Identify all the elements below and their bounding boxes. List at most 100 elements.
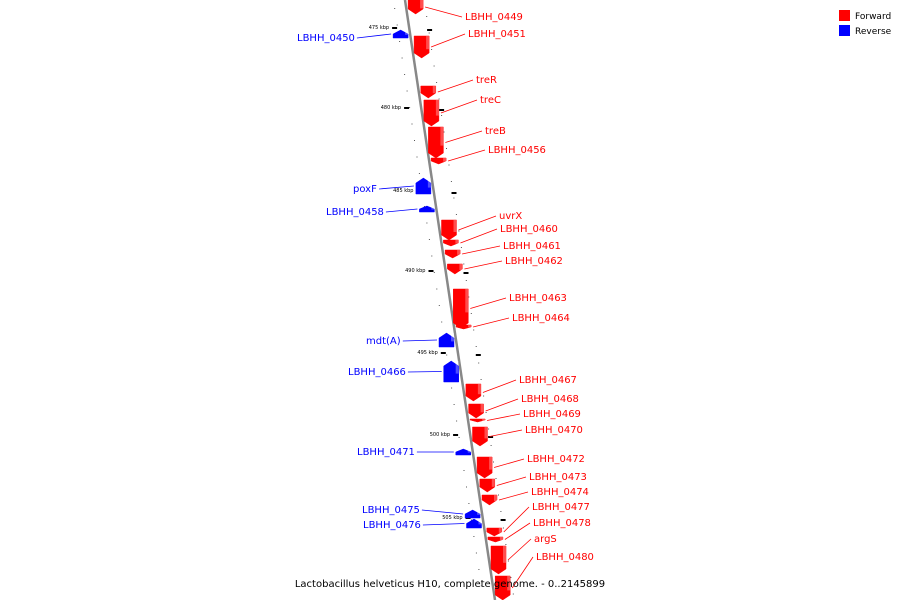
gene-highlight	[491, 479, 495, 487]
minor-tick	[428, 239, 430, 240]
minor-tick	[458, 437, 460, 438]
tick-label: 485 kbp	[393, 188, 413, 194]
gene-label: LBHH_0451	[468, 29, 526, 40]
gene-label: LBHH_0478	[533, 518, 591, 529]
gene-highlight	[494, 495, 497, 501]
gene-highlight	[489, 457, 493, 470]
gene-arrow-lbhh-0458	[419, 205, 435, 213]
minor-tick	[401, 57, 403, 59]
minor-tick	[451, 387, 453, 389]
minor-tick	[438, 98, 440, 100]
tick-label: 475 kbp	[369, 25, 389, 31]
gene-label: treC	[480, 95, 501, 106]
tick-mark	[440, 352, 446, 354]
gene-label: LBHH_0476	[363, 520, 421, 531]
gene-label: LBHH_0475	[362, 505, 420, 516]
minor-tick	[478, 362, 480, 364]
gene-highlight	[440, 127, 444, 146]
minor-tick	[505, 544, 507, 545]
gene-leader-line	[462, 245, 501, 255]
tick-label: 505 kbp	[442, 515, 462, 521]
minor-tick	[399, 41, 401, 42]
gene-highlight	[480, 404, 484, 413]
minor-tick	[512, 593, 514, 595]
gene-label: LBHH_0449	[465, 12, 523, 23]
gene-arrow-lbhh-0464	[455, 324, 472, 330]
tick-mark	[427, 29, 433, 31]
gene-highlight	[507, 576, 511, 591]
minor-tick	[443, 131, 445, 133]
gene-highlight	[499, 537, 503, 540]
gene-arrow-treb	[428, 126, 444, 159]
gene-arrow-lbhh-0461	[444, 249, 461, 259]
minor-tick	[463, 263, 465, 265]
minor-tick	[465, 280, 467, 281]
minor-tick	[460, 247, 462, 248]
gene-highlight	[453, 220, 457, 232]
genome-caption: Lactobacillus helveticus H10, complete g…	[295, 579, 605, 590]
tick-mark	[392, 27, 398, 29]
legend-swatch-forward	[839, 10, 850, 21]
gene-highlight	[503, 546, 506, 563]
gene-arrow-lbhh-0460	[443, 239, 459, 247]
legend-label-forward: Forward	[855, 12, 891, 22]
gene-leader-line	[421, 509, 464, 515]
minor-tick	[448, 164, 450, 166]
gene-arrow-lbhh-0466	[443, 360, 459, 383]
gene-highlight	[431, 206, 435, 210]
gene-label: LBHH_0466	[348, 367, 406, 378]
minor-tick	[396, 24, 398, 26]
gene-label: argS	[534, 534, 557, 545]
gene-leader-line	[458, 215, 497, 231]
gene-label: LBHH_0471	[357, 447, 415, 458]
gene-labels: LBHH_0449 LBHH_0450 LBHH_0451 treR treC treB L…	[297, 6, 594, 589]
gene-arrow-lbhh-0449	[407, 0, 424, 15]
gene-arrow-lbhh-0470	[472, 426, 488, 447]
gene-arrow-lbhh-0474	[481, 494, 498, 506]
gene-arrow-lbhh-0473	[479, 478, 496, 493]
minor-tick	[502, 527, 504, 529]
gene-highlight	[427, 178, 431, 188]
gene-arrow-lbhh-0471	[455, 448, 472, 456]
gene-arrow-lbhh-0477	[486, 527, 503, 537]
minor-tick	[418, 173, 420, 174]
gene-leader-line	[422, 523, 465, 526]
minor-tick	[498, 494, 499, 496]
gene-label: LBHH_0460	[500, 224, 558, 235]
minor-tick	[463, 470, 465, 471]
minor-tick	[458, 230, 460, 232]
gene-arrow-lbhh-0467	[465, 383, 482, 402]
minor-tick	[409, 107, 411, 108]
gene-label: poxF	[353, 184, 377, 195]
legend-label-reverse: Reverse	[855, 27, 892, 37]
gene-highlight	[477, 384, 481, 395]
tick-mark	[451, 192, 457, 194]
gene-highlight	[484, 427, 488, 439]
minor-tick	[475, 346, 477, 347]
gene-leader-line	[464, 260, 503, 270]
minor-tick	[468, 296, 470, 298]
gene-label: treR	[476, 75, 497, 86]
minor-tick	[493, 461, 494, 463]
gene-leader-line	[440, 99, 478, 114]
gene-leader-line	[496, 476, 527, 486]
minor-tick	[466, 486, 467, 488]
tick-mark	[500, 519, 506, 521]
gene-highlight	[457, 250, 461, 255]
gene-arrow-uvrx	[441, 219, 457, 241]
gene-leader-line	[356, 33, 392, 39]
gene-label: mdt(A)	[366, 336, 401, 347]
gene-label: LBHH_0467	[519, 375, 577, 386]
tick-mark	[453, 434, 459, 436]
minor-tick	[428, 32, 430, 34]
minor-tick	[423, 206, 425, 207]
legend-swatch-reverse	[839, 25, 850, 36]
gene-leader-line	[511, 556, 534, 589]
gene-highlight	[426, 36, 430, 50]
minor-tick	[490, 445, 492, 446]
gene-highlight	[465, 289, 469, 313]
gene-leader-line	[437, 79, 474, 93]
minor-tick	[431, 255, 433, 257]
minor-tick	[404, 74, 406, 75]
